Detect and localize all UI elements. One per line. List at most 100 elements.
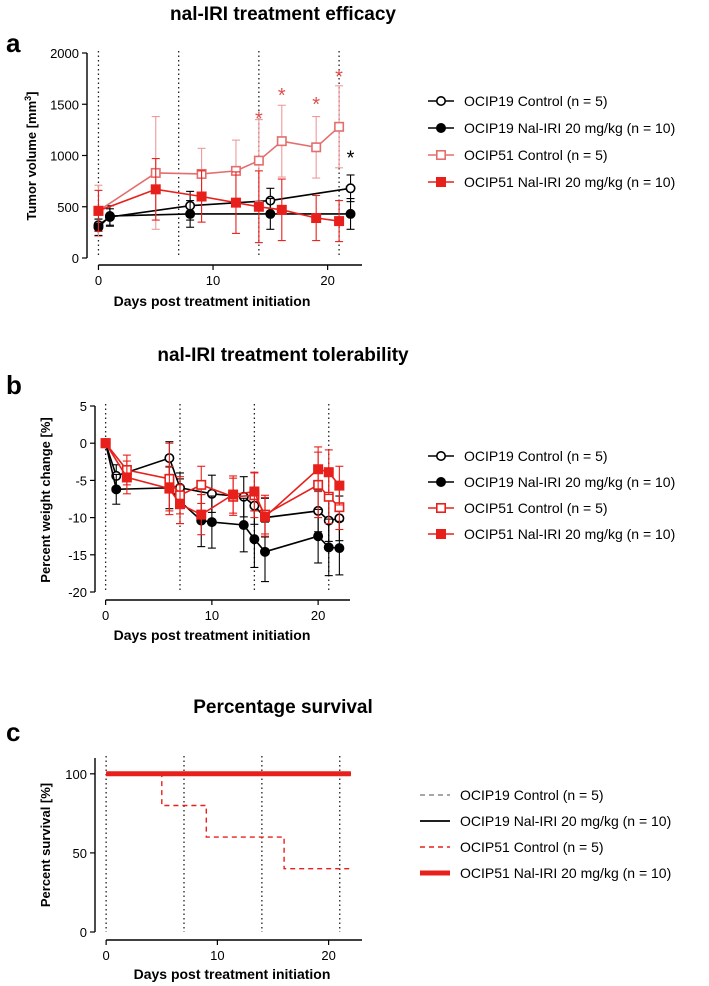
series-line [104,442,341,519]
x-tick-label-b: 0 [102,608,109,623]
x-tick-label-a: 10 [206,273,220,288]
series-b-1 [100,438,345,583]
x-axis-label-a: Days post treatment initiation [114,293,311,309]
data-point [334,216,345,227]
series-line [98,126,340,212]
chart-title-a: nal-IRI treatment efficacy [170,4,396,25]
x-tick-label-c: 20 [321,948,335,963]
panel-letter-b: b [6,370,22,400]
y-tick-label-c: 50 [73,846,87,861]
y-tick-label-b: -10 [68,511,87,526]
y-axis-label-c: Percent survival [%] [38,783,53,907]
y-tick-label-b: -5 [75,473,87,488]
data-point [334,121,345,132]
panel-letter-a: a [6,28,21,58]
legend-swatch-marker [435,96,446,107]
data-point [93,205,104,216]
legend-a: OCIP19 Control (n = 5) OCIP19 Nal-IRI 20 … [428,93,675,190]
data-point [323,467,334,478]
data-point [259,546,270,557]
chart-title-c: Percentage survival [193,697,373,718]
data-point [230,197,241,208]
series-line [104,443,340,553]
data-point [196,509,207,520]
data-point [259,511,270,522]
y-tick-label-a: 0 [72,251,79,266]
series-line [106,773,351,870]
data-point [121,472,132,483]
y-tick-label-b: -20 [68,585,87,600]
data-point [185,208,196,219]
series-a-3 [93,158,345,244]
legend-swatch-marker [435,502,446,513]
x-tick-label-a: 0 [95,273,102,288]
data-point [104,210,115,221]
significance-star: * [312,94,320,116]
x-tick-label-b: 20 [311,608,325,623]
data-point [311,142,322,153]
legend-label: OCIP19 Control (n = 5) [460,787,604,803]
data-point [238,520,249,531]
data-point [334,543,345,554]
legend-label: OCIP51 Control (n = 5) [460,839,604,855]
data-point [150,184,161,195]
legend-label: OCIP19 Nal-IRI 20 mg/kg (n = 10) [464,120,675,136]
data-point [175,499,186,510]
panel-letter-c: c [6,717,20,747]
y-axis-label-b: Percent weight change [%] [38,417,53,582]
significance-star: * [347,147,355,169]
legend-label: OCIP19 Nal-IRI 20 mg/kg (n = 10) [460,813,671,829]
y-tick-label-a: 2000 [50,46,79,61]
data-point [249,534,260,545]
chart-title-b: nal-IRI treatment tolerability [157,345,409,366]
legend-swatch-marker [435,450,446,461]
legend-c: OCIP19 Control (n = 5) OCIP19 Nal-IRI 20 … [420,787,671,881]
data-point [164,483,175,494]
data-point [111,484,122,495]
data-point [100,438,111,449]
legend-label: OCIP51 Nal-IRI 20 mg/kg (n = 10) [464,526,675,542]
data-point [249,486,260,497]
series-c-2 [106,773,351,870]
y-tick-label-b: 5 [80,399,87,414]
x-axis-label-b: Days post treatment initiation [114,627,311,643]
plot-area-c: 0 50 100 0 10 20 [65,756,362,963]
data-point [196,191,207,202]
legend-label: OCIP51 Control (n = 5) [464,147,608,163]
legend-swatch-marker [435,528,446,539]
data-point [206,517,217,528]
significance-star: * [335,67,343,89]
legend-label: OCIP19 Control (n = 5) [464,93,608,109]
legend-swatch-marker [435,476,446,487]
y-tick-label-b: 0 [80,436,87,451]
data-point [311,213,322,224]
x-axis-label-c: Days post treatment initiation [134,966,331,982]
data-point [228,489,239,500]
plot-area-a: 0 500 1000 1500 2000 0 10 20 * * * * * [50,46,362,288]
legend-label: OCIP51 Nal-IRI 20 mg/kg (n = 10) [464,174,675,190]
y-tick-label-a: 500 [57,200,79,215]
series-b-3 [100,438,345,537]
data-point [276,136,287,147]
data-point [323,542,334,553]
y-tick-label-c: 0 [80,925,87,940]
data-point [276,204,287,215]
series-line [104,442,340,516]
panel-c: c Percentage survival Days post treatmen… [6,697,671,982]
x-tick-label-a: 20 [320,273,334,288]
data-point [196,479,207,490]
data-point [313,464,324,475]
x-tick-label-c: 0 [103,948,110,963]
data-point [253,155,264,166]
data-point [265,208,276,219]
legend-swatch-marker [435,177,446,188]
legend-label: OCIP19 Nal-IRI 20 mg/kg (n = 10) [464,474,675,490]
y-tick-label-a: 1500 [50,97,79,112]
y-axis-label-a-main: Tumor volume [mm [24,101,39,221]
x-tick-label-c: 10 [210,948,224,963]
x-tick-label-b: 10 [205,608,219,623]
significance-star: * [278,85,286,107]
data-point [253,201,264,212]
legend-label: OCIP51 Nal-IRI 20 mg/kg (n = 10) [460,865,671,881]
